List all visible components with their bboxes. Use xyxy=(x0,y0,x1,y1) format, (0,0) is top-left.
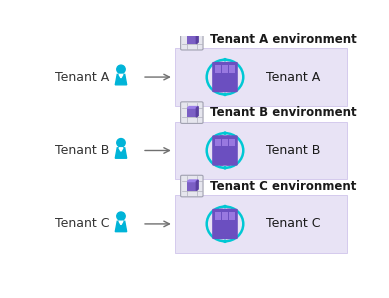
Text: Tenant B environment: Tenant B environment xyxy=(210,106,357,119)
Polygon shape xyxy=(119,74,123,78)
Polygon shape xyxy=(196,107,198,117)
Polygon shape xyxy=(115,148,127,158)
Polygon shape xyxy=(196,180,198,190)
Ellipse shape xyxy=(117,212,125,220)
FancyBboxPatch shape xyxy=(180,102,203,123)
Polygon shape xyxy=(187,180,198,181)
FancyBboxPatch shape xyxy=(175,122,347,179)
FancyBboxPatch shape xyxy=(215,139,221,146)
FancyBboxPatch shape xyxy=(219,135,231,166)
Polygon shape xyxy=(115,221,127,232)
FancyBboxPatch shape xyxy=(229,65,235,73)
FancyBboxPatch shape xyxy=(222,65,228,73)
Text: Tenant B: Tenant B xyxy=(266,144,320,157)
FancyBboxPatch shape xyxy=(226,135,238,166)
FancyBboxPatch shape xyxy=(226,62,238,92)
FancyBboxPatch shape xyxy=(226,209,238,239)
FancyBboxPatch shape xyxy=(180,175,203,197)
Polygon shape xyxy=(119,221,123,225)
FancyBboxPatch shape xyxy=(219,209,231,239)
Polygon shape xyxy=(187,107,198,108)
FancyBboxPatch shape xyxy=(215,212,221,220)
Ellipse shape xyxy=(224,59,226,61)
FancyBboxPatch shape xyxy=(187,35,196,44)
Polygon shape xyxy=(119,148,123,151)
Text: Tenant A environment: Tenant A environment xyxy=(210,33,357,46)
FancyBboxPatch shape xyxy=(187,108,196,117)
FancyBboxPatch shape xyxy=(212,135,224,166)
Ellipse shape xyxy=(224,167,226,169)
Ellipse shape xyxy=(224,93,226,96)
FancyBboxPatch shape xyxy=(229,139,235,146)
Text: Tenant C: Tenant C xyxy=(54,218,109,230)
FancyBboxPatch shape xyxy=(215,65,221,73)
Ellipse shape xyxy=(224,132,226,134)
FancyBboxPatch shape xyxy=(222,139,228,146)
FancyBboxPatch shape xyxy=(175,48,347,106)
FancyBboxPatch shape xyxy=(212,62,224,92)
Ellipse shape xyxy=(224,240,226,242)
FancyBboxPatch shape xyxy=(219,62,231,92)
FancyBboxPatch shape xyxy=(229,212,235,220)
FancyBboxPatch shape xyxy=(212,209,224,239)
FancyBboxPatch shape xyxy=(175,195,347,253)
Ellipse shape xyxy=(224,205,226,208)
Text: Tenant A: Tenant A xyxy=(266,71,320,83)
Text: Tenant B: Tenant B xyxy=(54,144,109,157)
FancyBboxPatch shape xyxy=(187,181,196,190)
Polygon shape xyxy=(115,74,127,85)
Text: Tenant A: Tenant A xyxy=(54,71,109,83)
FancyBboxPatch shape xyxy=(180,28,203,50)
Polygon shape xyxy=(187,33,198,35)
Text: Tenant C: Tenant C xyxy=(266,218,320,230)
Ellipse shape xyxy=(117,139,125,147)
Ellipse shape xyxy=(117,65,125,74)
Polygon shape xyxy=(196,33,198,44)
FancyBboxPatch shape xyxy=(222,212,228,220)
Text: Tenant C environment: Tenant C environment xyxy=(210,180,356,193)
